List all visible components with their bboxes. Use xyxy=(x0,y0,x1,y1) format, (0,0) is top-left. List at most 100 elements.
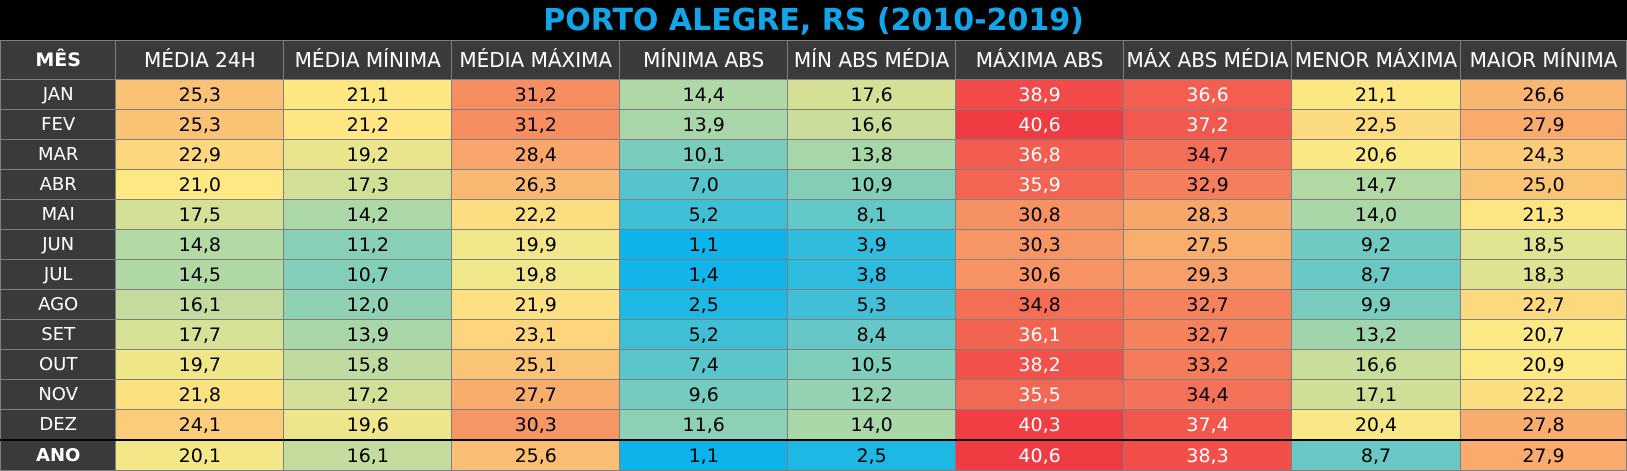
value-cell: 9,9 xyxy=(1291,289,1461,320)
value-cell: 11,2 xyxy=(283,229,453,260)
value-cell: 25,6 xyxy=(451,439,621,471)
value-cell: 20,9 xyxy=(1459,349,1627,380)
value-cell: 14,8 xyxy=(115,229,285,260)
value-cell: 17,2 xyxy=(283,379,453,410)
value-cell: 34,7 xyxy=(1123,139,1293,170)
value-cell: 40,3 xyxy=(955,409,1125,441)
value-cell: 3,9 xyxy=(787,229,957,260)
table-row: JAN 25,3 21,1 31,2 14,4 17,6 38,9 36,6 21,1 26,6 xyxy=(0,79,1627,110)
value-cell: 36,8 xyxy=(955,139,1125,170)
value-cell: 32,7 xyxy=(1123,289,1293,320)
column-header: MAIOR MÍNIMA xyxy=(1459,40,1627,80)
value-cell: 25,0 xyxy=(1459,169,1627,200)
value-cell: 16,6 xyxy=(787,109,957,140)
value-cell: 12,2 xyxy=(787,379,957,410)
column-header: MÉDIA 24H xyxy=(115,40,285,80)
table-row: OUT 19,7 15,8 25,1 7,4 10,5 38,2 33,2 16,6 20,9 xyxy=(0,349,1627,380)
value-cell: 21,9 xyxy=(451,289,621,320)
table-row: MAI 17,5 14,2 22,2 5,2 8,1 30,8 28,3 14,0 21,3 xyxy=(0,199,1627,230)
value-cell: 21,0 xyxy=(115,169,285,200)
value-cell: 35,5 xyxy=(955,379,1125,410)
column-header-month: MÊS xyxy=(0,40,117,80)
value-cell: 32,7 xyxy=(1123,319,1293,350)
value-cell: 13,2 xyxy=(1291,319,1461,350)
value-cell: 19,7 xyxy=(115,349,285,380)
column-header: MÁXIMA ABS xyxy=(955,40,1125,80)
value-cell: 15,8 xyxy=(283,349,453,380)
value-cell: 7,0 xyxy=(619,169,789,200)
value-cell: 17,3 xyxy=(283,169,453,200)
value-cell: 20,1 xyxy=(115,439,285,471)
value-cell: 30,3 xyxy=(955,229,1125,260)
column-header: MENOR MÁXIMA xyxy=(1291,40,1461,80)
value-cell: 32,9 xyxy=(1123,169,1293,200)
value-cell: 20,7 xyxy=(1459,319,1627,350)
table-row: MAR 22,9 19,2 28,4 10,1 13,8 36,8 34,7 20,6 24,3 xyxy=(0,139,1627,170)
value-cell: 36,1 xyxy=(955,319,1125,350)
value-cell: 19,2 xyxy=(283,139,453,170)
month-cell: JUL xyxy=(0,259,117,290)
value-cell: 25,3 xyxy=(115,109,285,140)
value-cell: 26,3 xyxy=(451,169,621,200)
value-cell: 10,1 xyxy=(619,139,789,170)
value-cell: 26,6 xyxy=(1459,79,1627,110)
value-cell: 16,1 xyxy=(283,439,453,471)
value-cell: 16,6 xyxy=(1291,349,1461,380)
value-cell: 10,9 xyxy=(787,169,957,200)
value-cell: 16,1 xyxy=(115,289,285,320)
value-cell: 38,2 xyxy=(955,349,1125,380)
value-cell: 17,6 xyxy=(787,79,957,110)
column-header: MÉDIA MÍNIMA xyxy=(283,40,453,80)
table-row: SET 17,7 13,9 23,1 5,2 8,4 36,1 32,7 13,2 20,7 xyxy=(0,319,1627,350)
value-cell: 31,2 xyxy=(451,79,621,110)
value-cell: 8,7 xyxy=(1291,259,1461,290)
table-row: FEV 25,3 21,2 31,2 13,9 16,6 40,6 37,2 22,5 27,9 xyxy=(0,109,1627,140)
value-cell: 17,1 xyxy=(1291,379,1461,410)
value-cell: 22,5 xyxy=(1291,109,1461,140)
value-cell: 35,9 xyxy=(955,169,1125,200)
value-cell: 19,8 xyxy=(451,259,621,290)
value-cell: 21,3 xyxy=(1459,199,1627,230)
value-cell: 34,4 xyxy=(1123,379,1293,410)
value-cell: 17,5 xyxy=(115,199,285,230)
value-cell: 38,9 xyxy=(955,79,1125,110)
value-cell: 20,4 xyxy=(1291,409,1461,441)
value-cell: 21,8 xyxy=(115,379,285,410)
value-cell: 37,4 xyxy=(1123,409,1293,441)
month-cell: DEZ xyxy=(0,409,117,441)
table-row: DEZ 24,1 19,6 30,3 11,6 14,0 40,3 37,4 20,4 27,8 xyxy=(0,409,1627,441)
value-cell: 14,7 xyxy=(1291,169,1461,200)
value-cell: 8,7 xyxy=(1291,439,1461,471)
value-cell: 27,7 xyxy=(451,379,621,410)
value-cell: 8,1 xyxy=(787,199,957,230)
value-cell: 37,2 xyxy=(1123,109,1293,140)
value-cell: 27,9 xyxy=(1459,109,1627,140)
value-cell: 14,4 xyxy=(619,79,789,110)
table-row: NOV 21,8 17,2 27,7 9,6 12,2 35,5 34,4 17,1 22,2 xyxy=(0,379,1627,410)
value-cell: 10,7 xyxy=(283,259,453,290)
value-cell: 17,7 xyxy=(115,319,285,350)
month-cell: OUT xyxy=(0,349,117,380)
value-cell: 13,8 xyxy=(787,139,957,170)
value-cell: 14,5 xyxy=(115,259,285,290)
value-cell: 20,6 xyxy=(1291,139,1461,170)
value-cell: 27,5 xyxy=(1123,229,1293,260)
total-row: ANO 20,1 16,1 25,6 1,1 2,5 40,6 38,3 8,7 27,9 xyxy=(0,439,1627,471)
value-cell: 27,8 xyxy=(1459,409,1627,441)
value-cell: 22,9 xyxy=(115,139,285,170)
value-cell: 22,2 xyxy=(451,199,621,230)
table-row: ABR 21,0 17,3 26,3 7,0 10,9 35,9 32,9 14,7 25,0 xyxy=(0,169,1627,200)
value-cell: 2,5 xyxy=(787,439,957,471)
value-cell: 22,2 xyxy=(1459,379,1627,410)
value-cell: 38,3 xyxy=(1123,439,1293,471)
value-cell: 24,1 xyxy=(115,409,285,441)
value-cell: 29,3 xyxy=(1123,259,1293,290)
value-cell: 34,8 xyxy=(955,289,1125,320)
value-cell: 22,7 xyxy=(1459,289,1627,320)
value-cell: 5,3 xyxy=(787,289,957,320)
value-cell: 28,3 xyxy=(1123,199,1293,230)
value-cell: 23,1 xyxy=(451,319,621,350)
month-cell: FEV xyxy=(0,109,117,140)
table-title: PORTO ALEGRE, RS (2010-2019) xyxy=(0,0,1627,40)
header-row: MÊS MÉDIA 24H MÉDIA MÍNIMA MÉDIA MÁXIMA … xyxy=(0,40,1627,80)
